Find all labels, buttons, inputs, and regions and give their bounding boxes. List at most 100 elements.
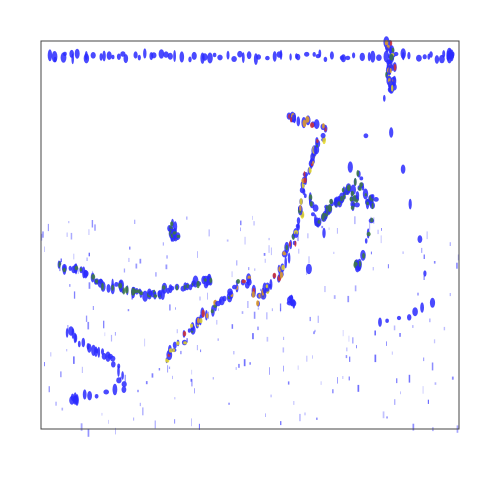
heat-cell-lower-left [97, 346, 101, 358]
heat-cell-main-curve [176, 341, 180, 346]
heat-cell-noise [41, 233, 43, 241]
heat-cell-main-curve [282, 251, 287, 256]
heatmap-layer [41, 36, 460, 437]
heat-cell-noise [451, 376, 454, 380]
heat-cell-noise [369, 221, 371, 230]
heat-cell-left-arc [131, 287, 136, 296]
heat-cell-noise [373, 217, 375, 224]
heat-cell-isolated-points [383, 94, 386, 102]
heat-cell-main-curve [310, 122, 315, 128]
heat-cell-lower-left [87, 391, 92, 401]
heat-cell-top-band [256, 54, 261, 60]
heat-cell-right-cluster [322, 212, 325, 219]
heat-cell-noise [236, 260, 238, 266]
heat-cell-top-band [116, 53, 121, 60]
heat-cell-noise [299, 413, 301, 422]
heat-cell-noise [306, 271, 308, 275]
heat-cell-noise [332, 389, 334, 394]
heat-cell-noise [346, 347, 348, 352]
heat-cell-top-right-spike [393, 63, 397, 71]
heat-cell-noise [354, 285, 357, 292]
heat-cell-noise [108, 419, 109, 424]
heat-cell-noise [317, 315, 319, 323]
heat-cell-top-band [90, 52, 96, 59]
heat-cell-noise [135, 263, 138, 269]
heat-cell-top-band [163, 51, 169, 58]
heat-cell-lower-left [95, 348, 99, 354]
heat-cell-noise [240, 220, 242, 226]
heat-cell-main-curve [287, 252, 291, 264]
heat-cell-main-curve [244, 281, 250, 289]
heat-cell-right-cluster [350, 190, 354, 197]
heat-cell-noise [91, 270, 94, 274]
heat-cell-noise [372, 267, 374, 271]
heat-cell-main-curve [265, 284, 268, 289]
heat-cell-noise [263, 253, 266, 256]
heat-cell-noise [85, 315, 88, 322]
heat-cell-noise [123, 268, 126, 273]
heat-cell-noise [265, 413, 266, 417]
heat-cell-main-curve [272, 272, 277, 279]
heat-cell-noise [347, 295, 350, 303]
heat-cell-noise [142, 407, 144, 416]
heat-cell-main-curve [187, 328, 191, 333]
heat-cell-isolated-points [396, 315, 402, 321]
heat-cell-lower-left [82, 389, 87, 400]
heat-cell-top-band [367, 52, 371, 62]
heat-cell-noise [134, 219, 136, 224]
heat-cell-isolated-points [385, 318, 389, 323]
heat-cell-right-cluster [346, 184, 351, 192]
heat-cell-main-curve [199, 318, 203, 324]
heat-cell-top-band [231, 56, 237, 62]
heat-cell-main-curve [292, 114, 296, 119]
heat-cell-top-band [60, 52, 67, 63]
heat-cell-isolated-points [378, 317, 382, 327]
heat-cell-top-band [340, 54, 346, 63]
heat-cell-noise [349, 356, 351, 362]
heat-cell-noise [382, 411, 385, 419]
heat-cell-noise [386, 341, 387, 346]
heat-cell-main-curve [227, 288, 233, 296]
heat-cell-isolated-points [417, 235, 423, 244]
heat-cell-noise [155, 272, 157, 277]
heat-cell-top-band [359, 52, 365, 62]
heat-cell-top-band [111, 54, 115, 60]
heat-cell-right-cluster [366, 231, 371, 237]
heat-cell-noise [257, 307, 260, 310]
heat-cell-main-curve [302, 119, 307, 128]
heat-cell-lower-left [103, 389, 109, 395]
heat-cell-main-curve [183, 341, 188, 345]
heat-cell-main-curve [303, 171, 306, 177]
heat-cell-noise [94, 224, 96, 231]
heat-cell-right-cluster [359, 182, 363, 188]
heat-cell-noise [191, 418, 192, 427]
heat-cell-top-band [217, 54, 223, 61]
heat-cell-top-band [123, 54, 129, 64]
heat-cell-noise [77, 268, 79, 274]
heat-cell-noise [217, 338, 219, 341]
heat-cell-left-arc [83, 269, 88, 279]
heat-cell-left-isolated [170, 221, 174, 227]
heat-cell-left-arc [106, 284, 111, 293]
heat-cell-top-right-spike [385, 47, 389, 53]
heat-cell-right-cluster [354, 202, 360, 208]
heat-cell-top-band [295, 53, 301, 61]
heat-cell-top-band [102, 50, 106, 62]
heat-cell-lower-left [121, 381, 127, 388]
heat-cell-noise [381, 228, 382, 231]
heat-cell-left-arc [118, 282, 123, 289]
heat-cell-noise [427, 399, 429, 404]
heat-cell-top-band [429, 51, 433, 58]
heat-cell-noise [280, 421, 282, 426]
heat-cell-lower-left [81, 337, 86, 348]
heat-cell-noise [154, 420, 156, 429]
heat-cell-noise [431, 362, 434, 371]
heat-cell-top-band [74, 48, 80, 59]
heat-cell-top-band [53, 56, 57, 63]
heat-cell-main-curve [296, 116, 301, 127]
heat-cell-noise [253, 311, 256, 319]
heat-cell-top-band [370, 50, 376, 63]
heat-cell-noise [42, 231, 44, 238]
heat-cell-left-arc [122, 287, 126, 295]
